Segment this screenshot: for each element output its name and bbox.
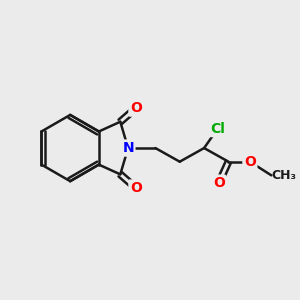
Text: O: O: [244, 155, 256, 169]
Text: Cl: Cl: [210, 122, 225, 136]
Text: N: N: [122, 141, 134, 155]
Text: O: O: [130, 181, 142, 195]
Text: O: O: [130, 101, 142, 115]
Text: O: O: [213, 176, 225, 190]
Text: CH₃: CH₃: [271, 169, 296, 182]
